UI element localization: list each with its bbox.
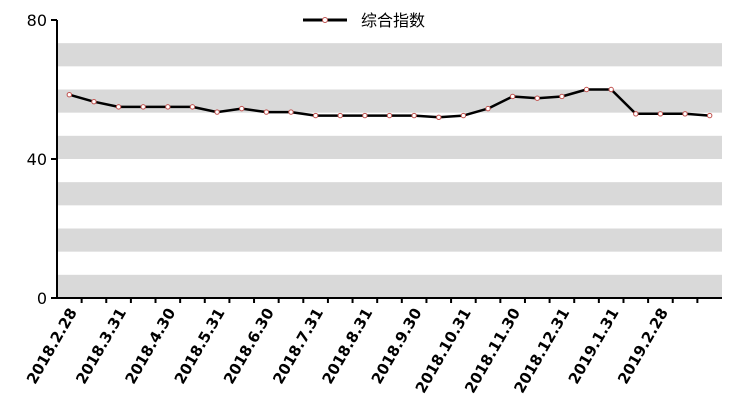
x-tick-label: 2018.2.28: [23, 305, 81, 387]
data-point: [386, 112, 393, 119]
data-point: [91, 98, 97, 105]
x-tick-label: 2019.2.28: [614, 305, 672, 387]
legend-marker-swatch: [322, 17, 328, 23]
x-tick-label: 2018.4.30: [121, 305, 179, 387]
data-point: [682, 111, 688, 117]
series-group: [66, 86, 713, 121]
data-point: [66, 92, 73, 98]
grid-bands: [57, 43, 722, 298]
x-tick-label: 2018.9.30: [368, 305, 426, 387]
data-point: [214, 109, 220, 115]
data-point: [263, 109, 270, 115]
data-point: [362, 112, 368, 119]
data-point: [115, 104, 122, 110]
data-point: [312, 112, 319, 119]
x-tick-label: 2018.7.31: [269, 305, 327, 387]
grid-band: [57, 89, 722, 113]
y-tick-label: 0: [37, 289, 47, 308]
x-axis-ticks: 2018.2.282018.3.312018.4.302018.5.312018…: [23, 298, 699, 396]
grid-band: [57, 43, 722, 67]
data-point: [288, 109, 294, 115]
data-point: [509, 93, 516, 100]
grid-band: [57, 135, 722, 159]
grid-band: [57, 228, 722, 252]
legend-label: 综合指数: [361, 11, 425, 30]
data-point: [337, 112, 343, 119]
data-point: [706, 112, 713, 119]
legend: 综合指数: [303, 11, 425, 30]
data-point: [460, 112, 467, 119]
data-point: [608, 86, 614, 93]
x-tick-label: 2019.1.31: [565, 305, 623, 387]
x-tick-label: 2018.8.31: [319, 305, 377, 387]
data-point: [436, 114, 442, 121]
y-tick-label: 80: [27, 11, 47, 30]
grid-band: [57, 274, 722, 298]
x-tick-label: 2018.6.30: [220, 305, 278, 387]
data-point: [559, 93, 565, 100]
data-point: [140, 104, 146, 110]
data-point: [534, 95, 540, 101]
data-point: [239, 105, 245, 112]
data-point: [633, 111, 639, 117]
x-tick-label: 2018.3.31: [72, 305, 130, 387]
y-axis-ticks: 0 40 80: [27, 11, 57, 308]
x-tick-label: 2018.5.31: [171, 305, 229, 387]
data-point: [189, 104, 196, 110]
data-point: [411, 112, 417, 119]
data-point: [165, 104, 171, 110]
data-point: [583, 86, 590, 93]
data-point: [657, 111, 664, 117]
data-point: [485, 105, 491, 112]
grid-band: [57, 182, 722, 206]
y-tick-label: 40: [27, 150, 47, 169]
